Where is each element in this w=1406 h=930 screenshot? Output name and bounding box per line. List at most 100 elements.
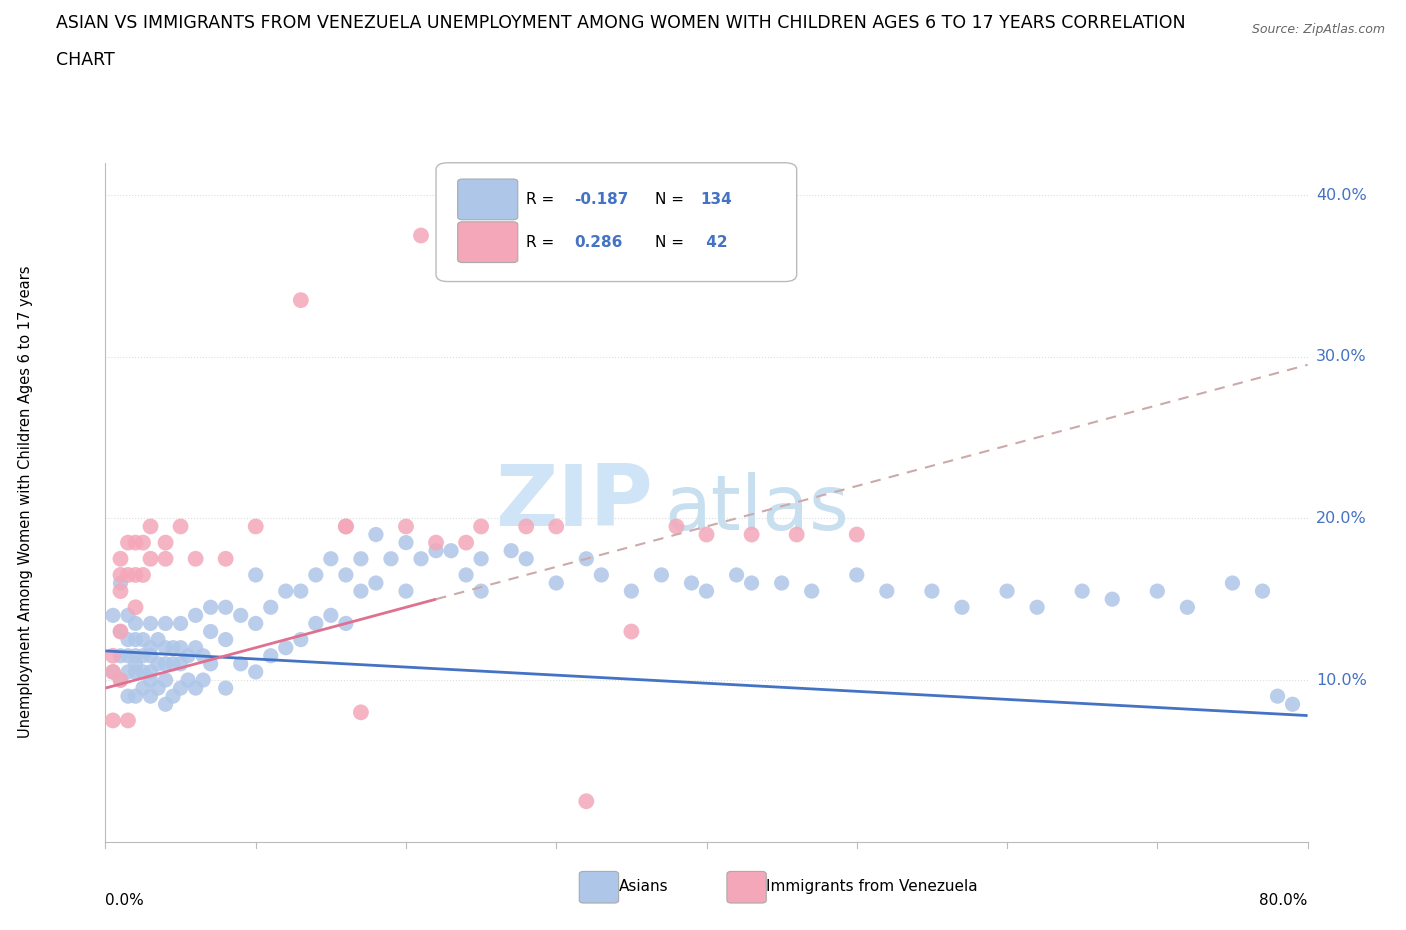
Text: Asians: Asians [619,879,668,894]
Text: 42: 42 [700,234,727,249]
Point [117,632,139,647]
Point [124,689,146,704]
Point [184,640,207,655]
Text: ZIP: ZIP [495,460,652,544]
Text: N =: N = [655,234,689,249]
Point [770,576,793,591]
Point [274,640,297,655]
Point [110,672,132,687]
Point [132,648,155,663]
Point [139,648,162,663]
Point [546,519,568,534]
Point [1222,576,1244,591]
Text: N =: N = [655,192,689,206]
Point [155,672,177,687]
Point [184,681,207,696]
Point [132,632,155,647]
Point [245,616,267,631]
Text: 30.0%: 30.0% [1316,350,1367,365]
Point [191,672,214,687]
Point [260,648,283,663]
Point [162,657,184,671]
Point [1251,584,1274,599]
Point [117,608,139,623]
Text: 20.0%: 20.0% [1316,511,1367,525]
Text: 40.0%: 40.0% [1316,188,1367,203]
Point [169,681,191,696]
Point [845,567,868,582]
Point [110,624,132,639]
Point [335,519,357,534]
Text: 80.0%: 80.0% [1260,893,1308,908]
Point [110,672,132,687]
Point [162,689,184,704]
Point [214,600,236,615]
Point [591,567,613,582]
Point [214,632,236,647]
Point [409,228,432,243]
Point [575,551,598,566]
Point [950,600,973,615]
Point [155,657,177,671]
Point [800,584,823,599]
Point [1026,600,1049,615]
Point [1071,584,1094,599]
Point [139,616,162,631]
Point [260,600,283,615]
Point [124,648,146,663]
Text: 0.0%: 0.0% [105,893,145,908]
Point [132,681,155,696]
Point [110,567,132,582]
FancyBboxPatch shape [458,222,517,262]
Point [876,584,898,599]
Point [191,648,214,663]
Point [124,567,146,582]
Point [1175,600,1198,615]
Point [620,624,643,639]
Point [350,705,373,720]
Point [1101,591,1123,606]
Point [725,567,748,582]
Point [335,567,357,582]
Point [155,697,177,711]
Point [124,616,146,631]
Point [155,535,177,550]
Point [470,519,492,534]
Point [350,584,373,599]
Text: 10.0%: 10.0% [1316,672,1367,687]
Point [117,665,139,680]
Point [229,657,252,671]
Point [921,584,943,599]
Point [214,681,236,696]
Point [117,713,139,728]
Point [440,543,463,558]
Text: -0.187: -0.187 [574,192,628,206]
Point [110,551,132,566]
Point [169,519,191,534]
Point [395,535,418,550]
Point [319,551,342,566]
Point [305,567,328,582]
Point [274,584,297,599]
Point [117,535,139,550]
Point [200,624,222,639]
Point [395,519,418,534]
Text: 0.286: 0.286 [574,234,623,249]
Point [454,535,477,550]
Point [335,519,357,534]
Text: Unemployment Among Women with Children Ages 6 to 17 years: Unemployment Among Women with Children A… [18,266,32,738]
Point [214,551,236,566]
Point [245,519,267,534]
Point [395,584,418,599]
Point [132,567,155,582]
Point [124,535,146,550]
Point [350,551,373,566]
Point [995,584,1018,599]
Point [696,527,718,542]
Point [117,689,139,704]
Point [409,551,432,566]
Point [786,527,808,542]
Point [650,567,672,582]
Point [425,543,447,558]
Point [139,665,162,680]
